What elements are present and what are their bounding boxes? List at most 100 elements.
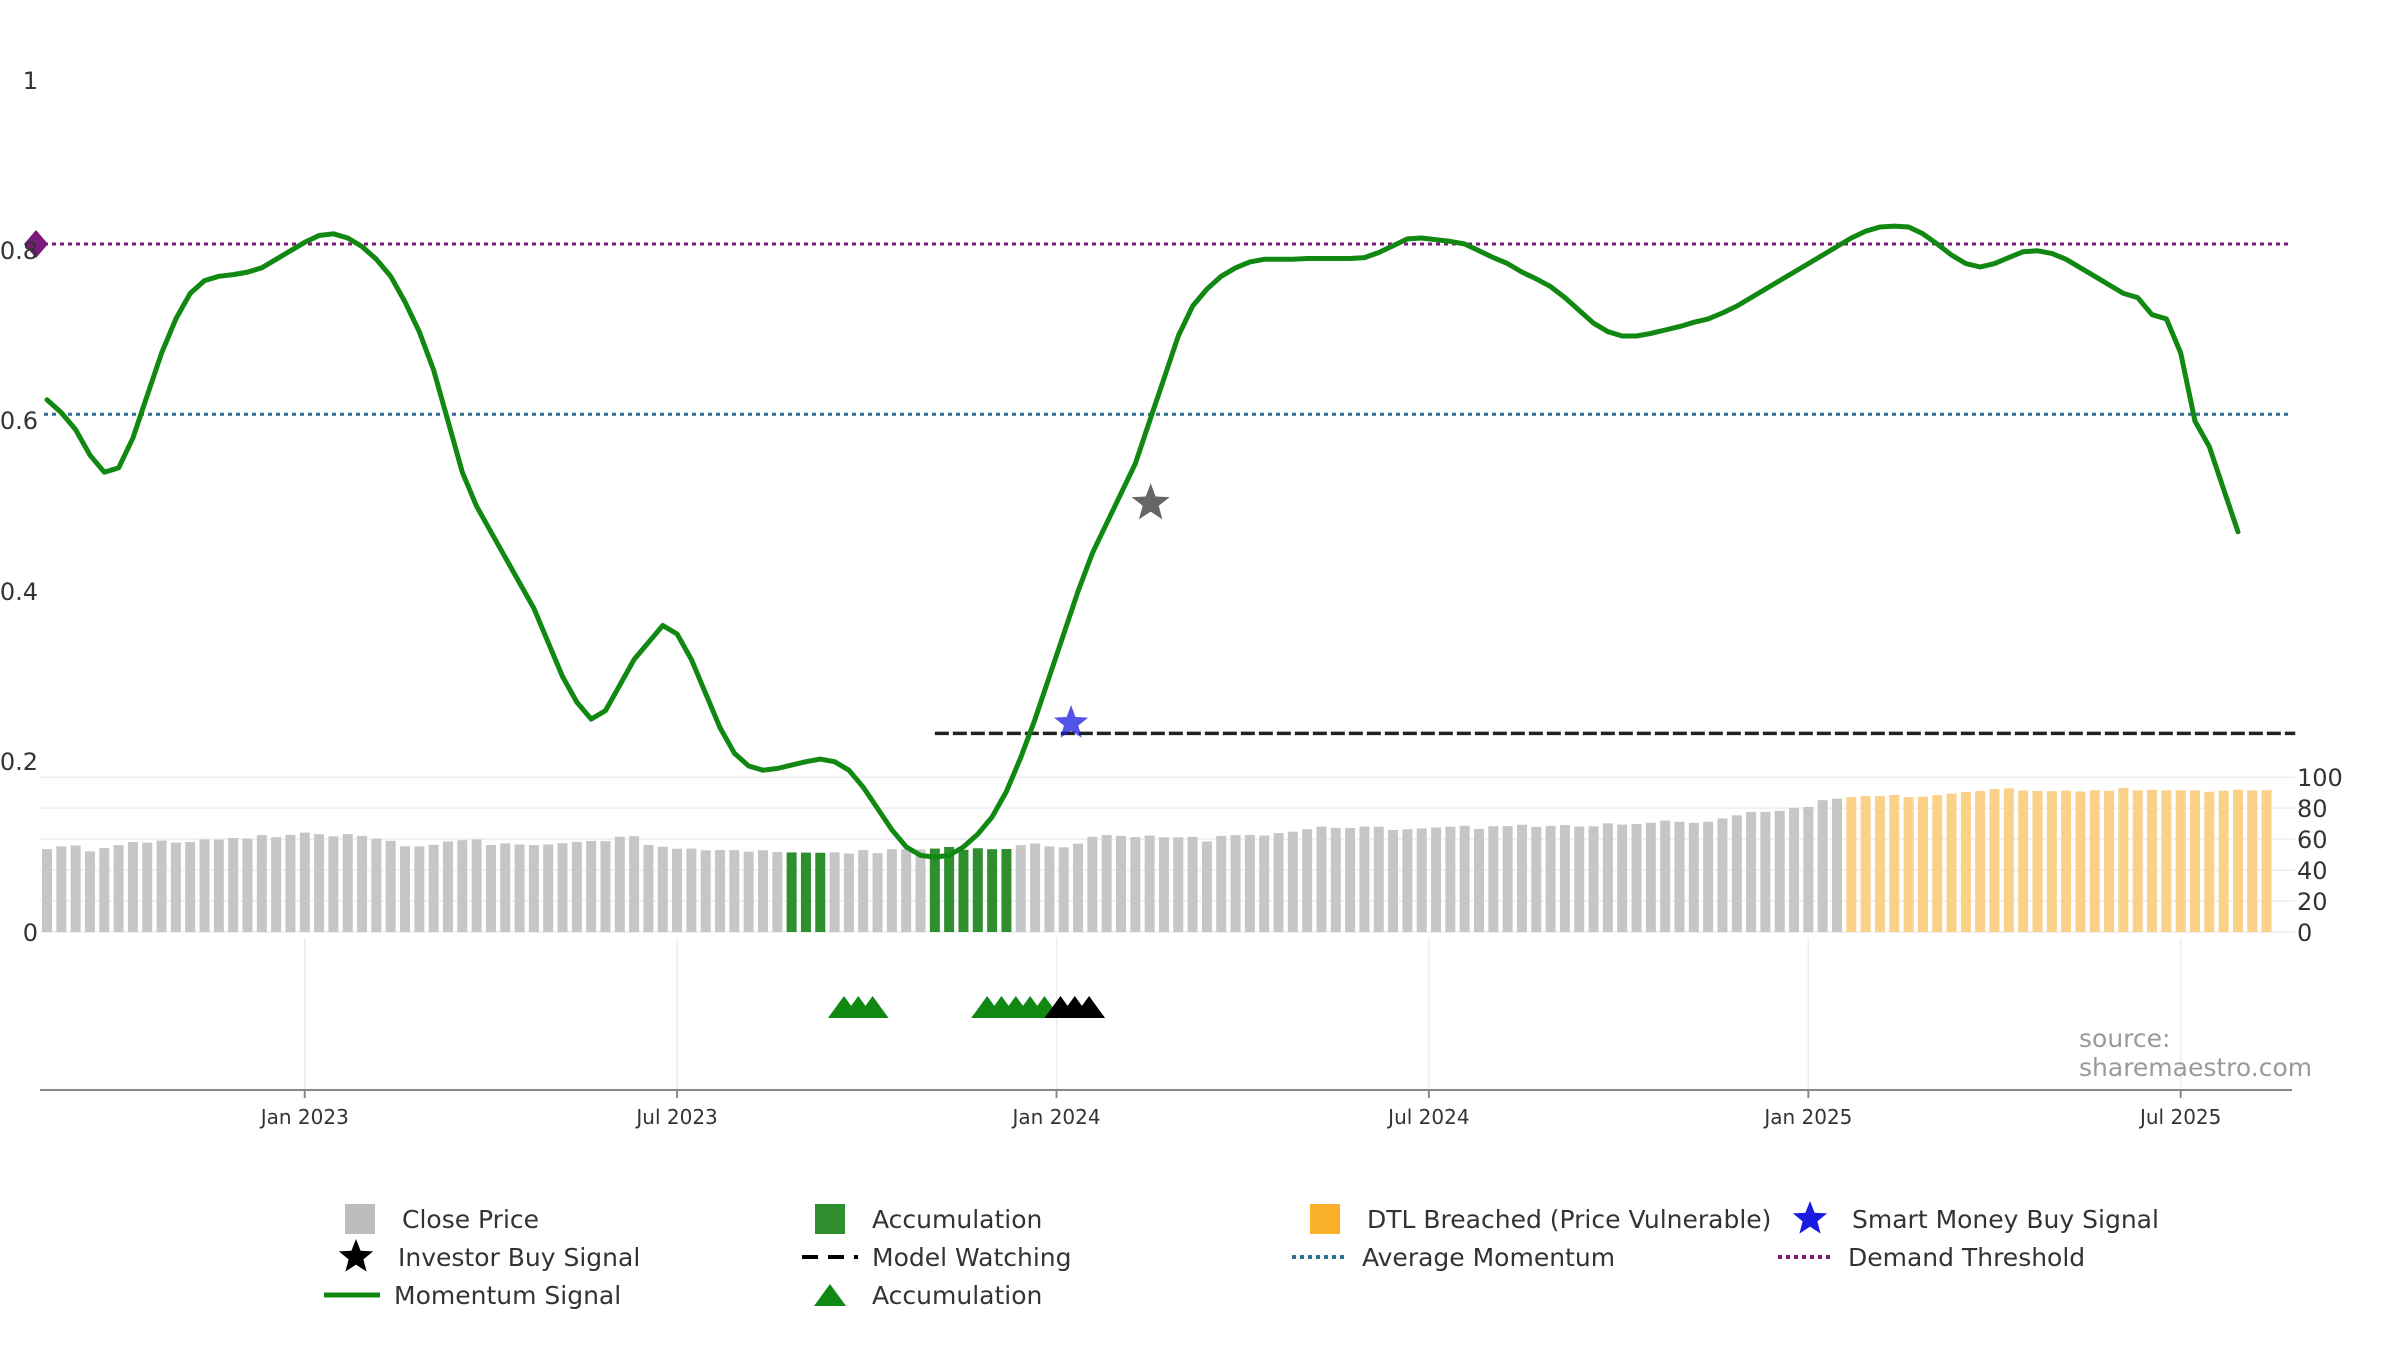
blue-star-icon <box>1780 1200 1840 1238</box>
price-bar <box>614 836 625 932</box>
price-bar <box>1588 826 1599 932</box>
price-bar <box>543 844 554 932</box>
price-bar <box>643 845 654 932</box>
legend-item-close-price: Close Price <box>330 1200 539 1238</box>
price-bar <box>156 840 167 932</box>
investor-buy-signal <box>1131 483 1170 520</box>
left-axis-label: 0.6 <box>0 407 38 435</box>
price-bar <box>1602 823 1613 932</box>
price-bar <box>1173 837 1184 932</box>
price-bar <box>901 849 912 932</box>
price-bar <box>1287 831 1298 932</box>
price-bar <box>2190 790 2200 932</box>
legend-item-accumulation-bar: Accumulation <box>800 1200 1042 1238</box>
price-bar <box>2204 791 2215 932</box>
price-bar <box>958 849 969 932</box>
x-tick-label: Jul 2024 <box>1386 1105 1469 1129</box>
price-bar <box>586 840 597 932</box>
price-bar <box>256 835 267 932</box>
price-bar <box>557 843 568 932</box>
price-bar <box>2046 791 2057 932</box>
price-bar <box>2104 790 2115 932</box>
price-bar <box>1488 826 1499 932</box>
green-line-icon <box>322 1276 382 1314</box>
price-bar <box>213 839 224 932</box>
price-bar <box>929 848 940 932</box>
price-bar <box>285 834 296 932</box>
legend-label: DTL Breached (Price Vulnerable) <box>1367 1204 1772 1234</box>
right-axis-label: 20 <box>2297 888 2328 916</box>
price-bar <box>1416 828 1427 932</box>
price-bar <box>1946 793 1957 932</box>
price-bar <box>56 846 67 932</box>
price-bar <box>457 840 468 932</box>
dotted-purple-line-icon <box>1776 1238 1836 1276</box>
legend-item-smart-money: Smart Money Buy Signal <box>1780 1200 2159 1238</box>
price-bar <box>987 849 998 932</box>
price-bar <box>2247 790 2258 932</box>
price-bar <box>1001 849 1012 932</box>
price-bar <box>1144 835 1155 932</box>
price-bar <box>786 852 797 932</box>
grid <box>40 776 2295 1090</box>
price-bar <box>1975 790 1986 932</box>
legend-label: Close Price <box>402 1204 540 1234</box>
x-tick-label: Jan 2023 <box>259 1105 349 1129</box>
right-axis-label: 40 <box>2297 857 2328 885</box>
price-bar <box>944 847 955 932</box>
x-tick-label: Jan 2025 <box>1762 1105 1852 1129</box>
black-star-icon <box>326 1238 386 1276</box>
price-bar <box>185 842 196 932</box>
left-axis-label: 0.2 <box>0 748 38 776</box>
price-bar <box>528 845 539 932</box>
price-bar <box>972 848 983 932</box>
price-bar <box>1832 798 1842 932</box>
price-bar <box>1703 821 1714 932</box>
price-bar <box>1273 833 1284 932</box>
axes: Jan 2023 Jul 2023 Jan 2024 Jul 2024 Jan 2025… <box>0 67 2343 1129</box>
price-bar <box>70 845 81 932</box>
legend-item-investor: Investor Buy Signal <box>326 1238 640 1276</box>
price-bar <box>1874 796 1885 932</box>
price-bar <box>170 842 181 932</box>
price-bar <box>1846 797 1857 932</box>
price-bar <box>1631 823 1642 932</box>
price-bar <box>2089 790 2100 932</box>
left-axis-label: 0.8 <box>0 237 38 265</box>
price-bar <box>672 848 683 932</box>
x-tick-label: Jan 2024 <box>1011 1105 1101 1129</box>
price-bar <box>1774 810 1785 932</box>
price-bar <box>686 848 697 932</box>
price-bar <box>700 850 711 932</box>
price-bar <box>1187 836 1198 932</box>
green-triangle-icon <box>800 1276 860 1314</box>
price-bar <box>1789 807 1800 932</box>
price-bar <box>2218 790 2229 932</box>
price-bar <box>1230 835 1241 932</box>
price-bar <box>800 852 811 932</box>
price-bar <box>1502 826 1513 932</box>
price-bar <box>1574 826 1585 932</box>
price-bar <box>1516 824 1527 932</box>
price-bar <box>1459 825 1470 932</box>
signal-markers <box>827 483 1170 1018</box>
price-bar <box>2061 790 2072 932</box>
green-square-icon <box>800 1200 860 1238</box>
price-bar <box>357 835 368 932</box>
legend-item-dtl-breached: DTL Breached (Price Vulnerable) <box>1295 1200 1771 1238</box>
price-bar <box>228 838 239 932</box>
price-bar <box>2018 790 2029 932</box>
right-axis-label: 0 <box>2297 919 2312 947</box>
price-bar <box>1201 841 1212 932</box>
legend-label: Demand Threshold <box>1848 1242 2086 1272</box>
price-bar <box>1431 827 1442 932</box>
price-bar <box>2075 791 2086 932</box>
price-bar <box>843 853 854 932</box>
price-bar <box>1731 815 1742 932</box>
price-bar <box>1244 834 1255 932</box>
dashed-line-icon <box>800 1238 860 1276</box>
gray-square-icon <box>330 1200 390 1238</box>
price-bar <box>1474 828 1484 932</box>
price-bar <box>629 836 640 932</box>
demand-threshold-marker <box>24 229 48 258</box>
